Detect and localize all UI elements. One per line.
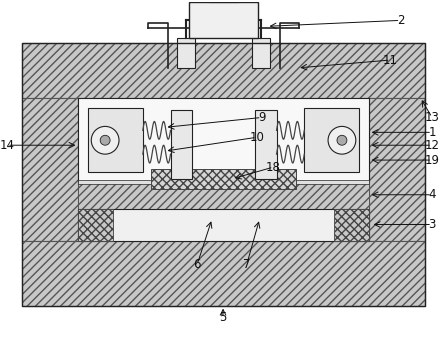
Text: 3: 3 (428, 218, 436, 231)
Text: 5: 5 (219, 311, 227, 324)
Text: 7: 7 (243, 257, 251, 271)
Bar (252, 38, 270, 68)
Circle shape (328, 126, 356, 154)
Bar (78, 182, 369, 209)
Bar (189, 2, 258, 38)
Bar (369, 98, 425, 241)
Text: 2: 2 (396, 14, 404, 27)
Bar (209, 0, 238, 2)
Text: 18: 18 (266, 160, 281, 174)
Text: 14: 14 (0, 139, 15, 152)
Bar (171, 110, 192, 179)
Bar (78, 209, 113, 241)
Text: 10: 10 (249, 131, 264, 144)
Circle shape (91, 126, 119, 154)
Bar (178, 38, 195, 68)
Bar (22, 98, 78, 241)
Bar (88, 108, 143, 172)
Circle shape (337, 135, 347, 145)
Text: 12: 12 (424, 139, 439, 152)
Text: 19: 19 (424, 154, 439, 166)
Bar (22, 43, 425, 98)
Bar (78, 209, 369, 241)
Text: 4: 4 (428, 188, 436, 201)
Text: 13: 13 (425, 111, 439, 124)
Bar (255, 110, 276, 179)
Text: 6: 6 (194, 257, 201, 271)
Bar (22, 241, 425, 306)
Bar (304, 108, 359, 172)
Bar (78, 98, 369, 182)
Bar (334, 209, 369, 241)
Bar (151, 169, 296, 189)
Text: 1: 1 (428, 126, 436, 139)
Circle shape (100, 135, 110, 145)
Bar (78, 180, 369, 184)
Bar (22, 43, 425, 306)
Text: 9: 9 (258, 111, 265, 124)
Text: 11: 11 (383, 54, 398, 66)
